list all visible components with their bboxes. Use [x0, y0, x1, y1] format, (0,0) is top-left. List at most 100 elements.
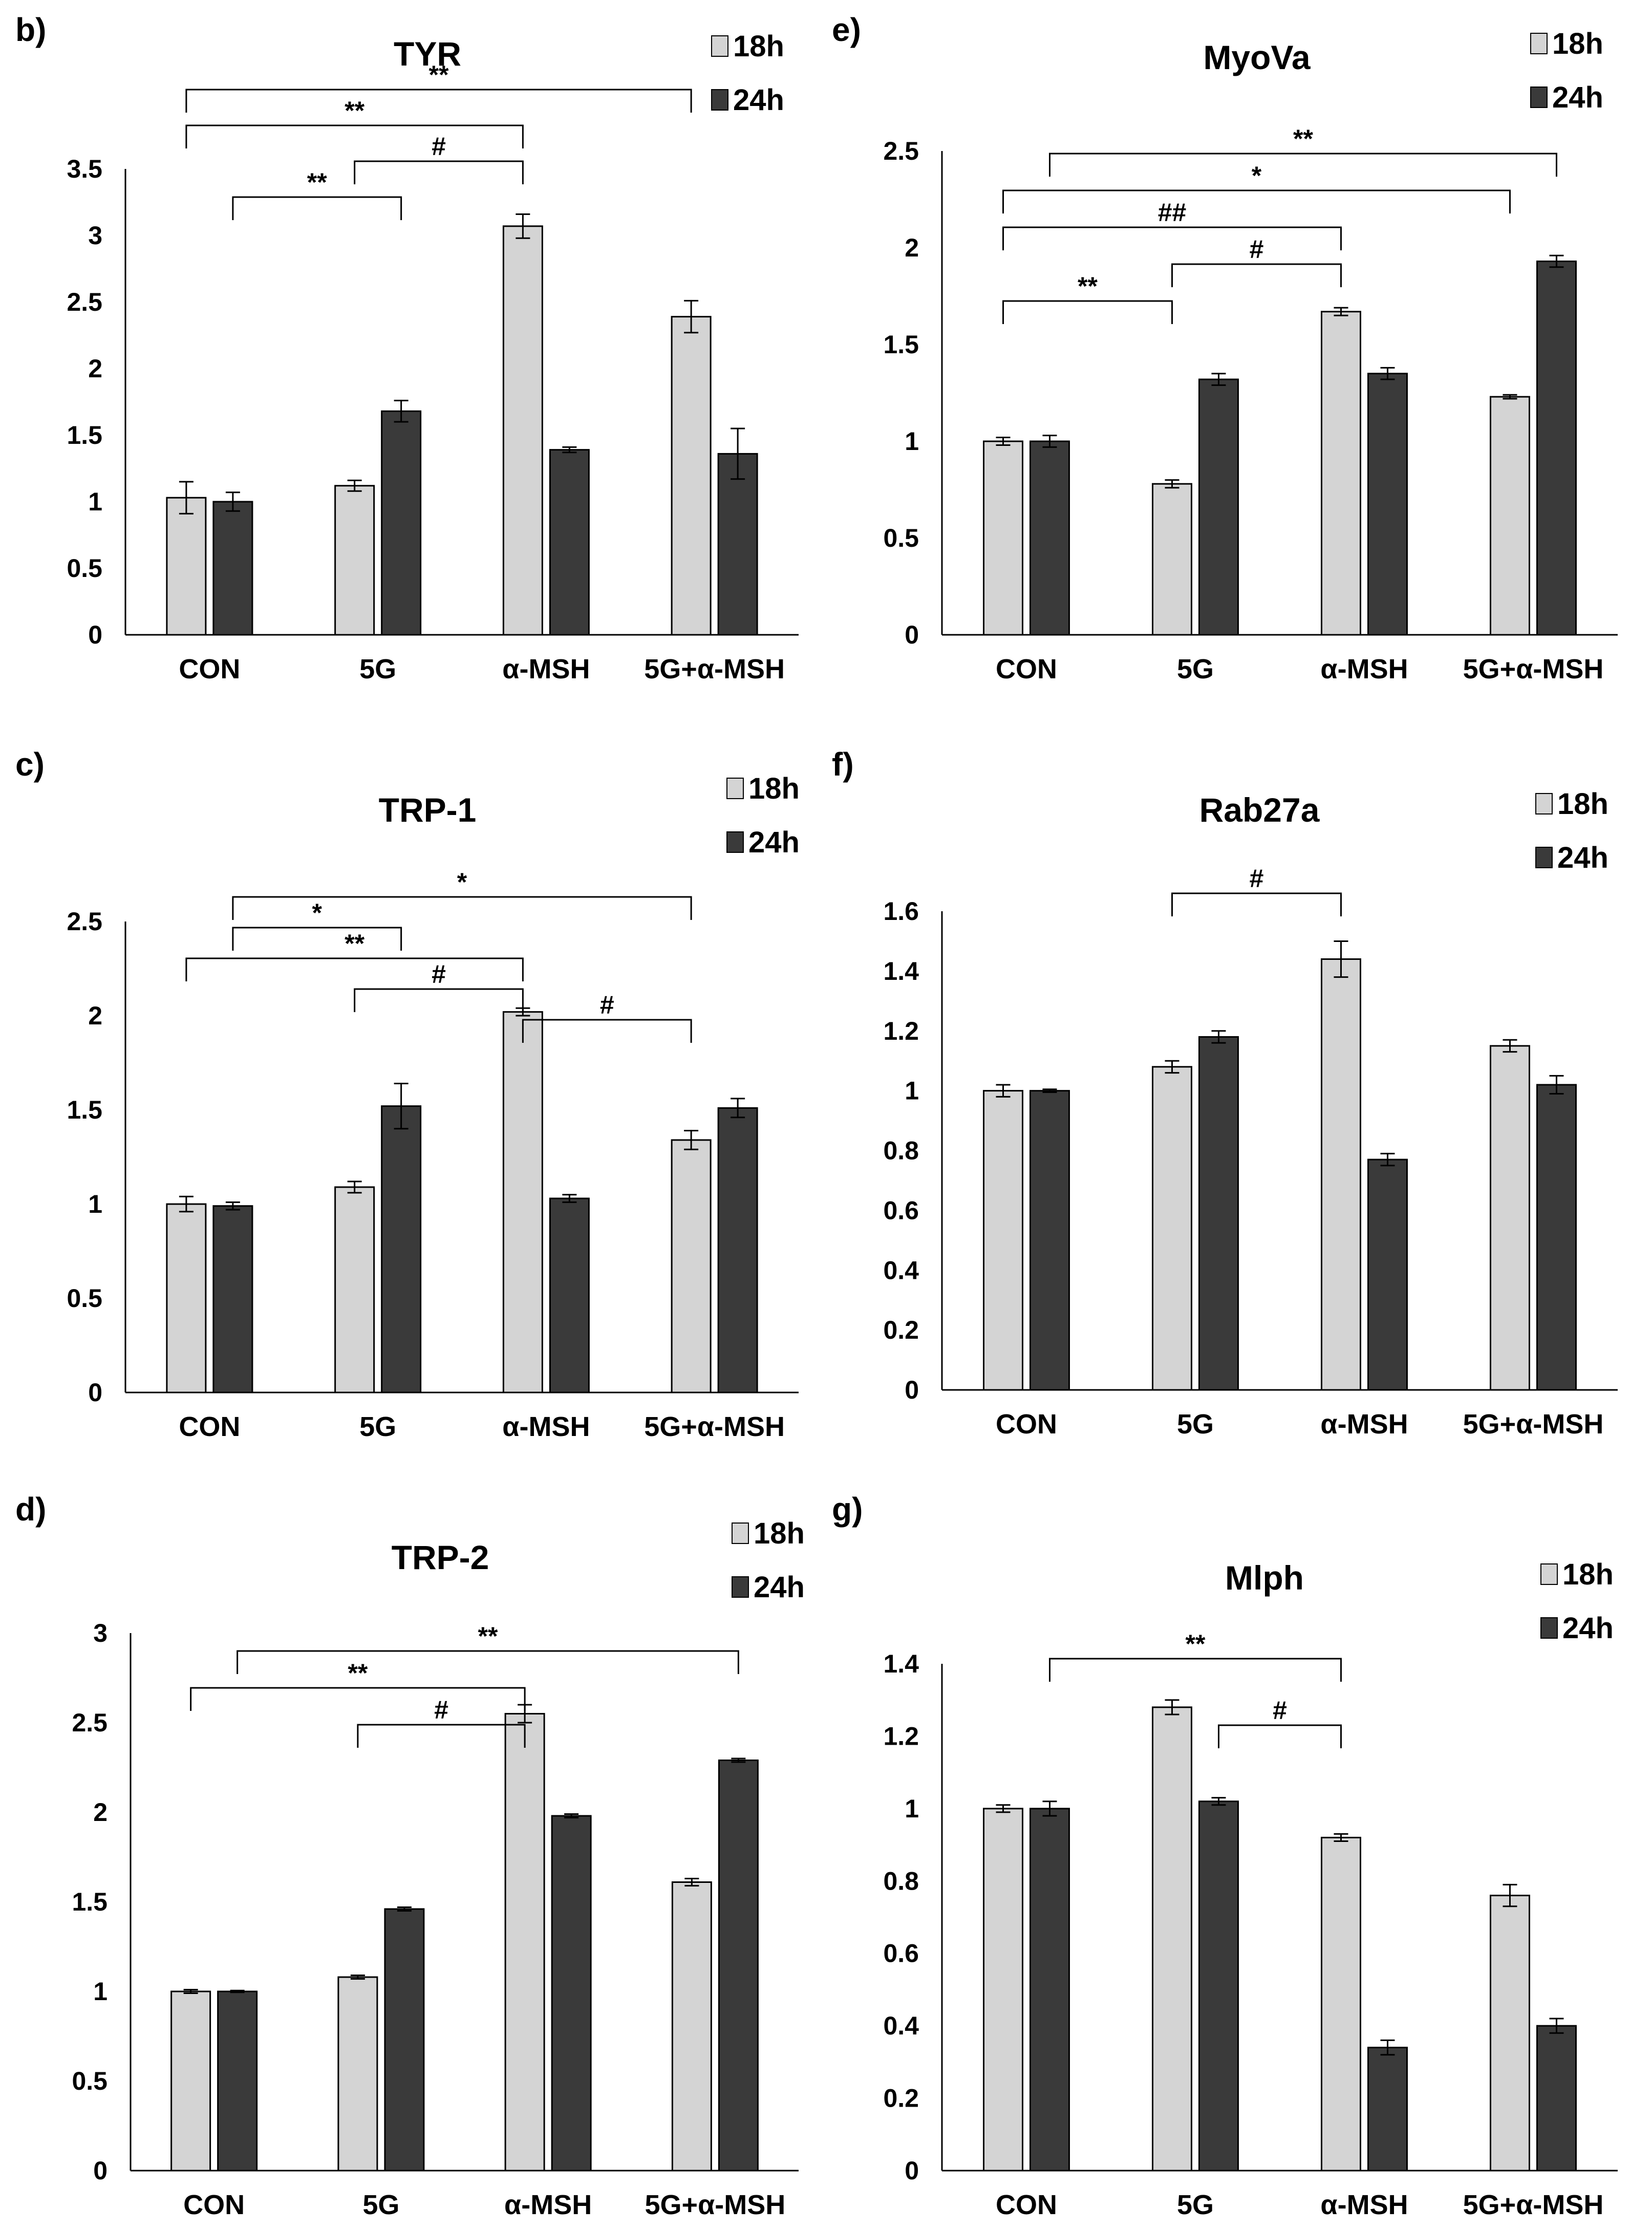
significance-label: **	[307, 168, 327, 197]
bar-24h-5G	[1198, 1800, 1239, 2172]
x-category-label: 5G	[1177, 2190, 1214, 2220]
legend-entry: 18h	[1562, 1558, 1614, 1591]
significance-label: **	[345, 929, 364, 958]
bar-24h-CON	[1029, 1808, 1070, 2172]
bar-18h-CON	[166, 1203, 207, 1393]
x-category-label: CON	[996, 1409, 1057, 1440]
bar-18h-α-MSH	[502, 225, 543, 636]
significance-label: #	[1273, 1696, 1287, 1725]
significance-label: **	[1293, 124, 1313, 153]
x-category-label: 5G	[1177, 654, 1214, 684]
legend-swatch	[1540, 1563, 1558, 1585]
y-tick-label: 1	[905, 1794, 919, 1823]
y-tick-label: 0.5	[72, 2067, 108, 2095]
bar-24h-5G+α-MSH	[1536, 2025, 1577, 2172]
chart-panel-trp-2: d) TRP-2 18h 24h 0 0.5 1 1.5 2 2.5 3 CON 5G α-MSH 5G+α…	[15, 1491, 805, 2220]
x-category-label: 5G+α-MSH	[1463, 1409, 1604, 1440]
x-category-label: 5G	[359, 654, 396, 684]
legend-swatch	[726, 831, 744, 853]
significance-label: **	[345, 96, 364, 125]
bar-24h-5G	[381, 1105, 422, 1393]
x-category-label: α-MSH	[1320, 654, 1408, 684]
x-category-label: α-MSH	[504, 2190, 592, 2220]
bar-24h-5G+α-MSH	[717, 1107, 758, 1393]
legend-entry: 18h	[748, 772, 800, 805]
bar-18h-5G	[1152, 1706, 1192, 2172]
panel-label: c)	[15, 746, 45, 783]
legend-swatch	[1540, 1617, 1558, 1639]
legend-entry: 18h	[1557, 787, 1608, 821]
y-tick-label: 0.8	[883, 1137, 919, 1165]
bar-18h-α-MSH	[502, 1011, 543, 1393]
significance-bracket	[232, 927, 402, 951]
x-category-label: 5G	[1177, 1409, 1214, 1440]
x-category-label: CON	[179, 654, 240, 684]
y-tick-label: 0	[905, 2156, 919, 2185]
legend-swatch	[1535, 793, 1553, 814]
chart-panel-myova: e) MyoVa 18h 24h 0 0.5 1 1.5 2 2.5 CON 5G α-MSH 5G+α-…	[832, 11, 1618, 684]
significance-label: **	[348, 1659, 368, 1687]
chart-panel-rab27a: f) Rab27a 18h 24h 0 0.2 0.4 0.6 0.8 1 1.2 1.4 1.6 CON…	[832, 746, 1618, 1440]
y-tick-label: 0	[88, 620, 102, 649]
bar-18h-CON	[983, 1808, 1023, 2172]
chart-panel-mlph: g) Mlph 18h 24h 0 0.2 0.4 0.6 0.8 1 1.2 1.4 CON 5G α-M…	[832, 1491, 1618, 2220]
x-category-label: 5G+α-MSH	[644, 1411, 785, 1442]
bar-24h-5G	[384, 1908, 425, 2172]
x-category-label: CON	[996, 654, 1057, 684]
y-tick-label: 0	[905, 620, 919, 649]
y-tick-label: 0.2	[883, 1316, 919, 1344]
x-category-label: CON	[183, 2190, 245, 2220]
bar-18h-α-MSH	[504, 1713, 545, 2172]
panel-label: f)	[832, 746, 854, 783]
bar-24h-α-MSH	[1367, 2047, 1408, 2172]
y-tick-label: 1.5	[67, 1096, 102, 1124]
bar-24h-5G	[1198, 1036, 1239, 1391]
bar-24h-CON	[212, 501, 253, 636]
significance-bracket	[522, 1019, 692, 1043]
legend-swatch	[1530, 87, 1548, 108]
bar-18h-5G+α-MSH	[671, 1139, 712, 1393]
significance-label: **	[1078, 272, 1098, 301]
significance-label: *	[312, 898, 323, 927]
x-category-label: α-MSH	[1320, 2190, 1408, 2220]
chart-title: TRP-2	[392, 1538, 489, 1576]
bar-24h-5G+α-MSH	[1536, 1084, 1577, 1391]
legend-swatch	[711, 89, 728, 111]
y-tick-label: 3	[93, 1619, 108, 1647]
significance-bracket	[1171, 892, 1342, 916]
y-tick-label: 0.4	[883, 2011, 919, 2040]
legend-entry: 24h	[1562, 1612, 1614, 1645]
legend-entry: 24h	[1557, 841, 1608, 874]
bar-18h-α-MSH	[1321, 311, 1361, 636]
x-category-label: 5G	[362, 2190, 399, 2220]
legend-swatch	[1530, 33, 1548, 54]
y-tick-label: 1.5	[67, 421, 102, 449]
bar-24h-α-MSH	[1367, 1159, 1408, 1391]
x-category-label: 5G+α-MSH	[1463, 654, 1604, 684]
bar-24h-CON	[1029, 1090, 1070, 1391]
significance-bracket	[1049, 1658, 1342, 1682]
bar-24h-α-MSH	[549, 1197, 590, 1393]
bar-24h-CON	[1029, 440, 1070, 636]
y-tick-label: 0.6	[883, 1196, 919, 1225]
chart-panel-trp-1: c) TRP-1 18h 24h 0 0.5 1 1.5 2 2.5 CON 5G α-MSH 5G+α-…	[15, 746, 800, 1442]
x-category-label: CON	[179, 1411, 240, 1442]
bar-18h-5G	[1152, 1066, 1192, 1391]
bar-18h-CON	[170, 1990, 211, 2172]
bar-24h-5G+α-MSH	[718, 1760, 759, 2172]
legend-swatch	[1535, 847, 1553, 868]
y-tick-label: 0	[93, 2156, 108, 2185]
y-tick-label: 0.2	[883, 2084, 919, 2113]
significance-bracket	[354, 988, 524, 1012]
y-tick-label: 0.5	[67, 554, 102, 583]
significance-label: **	[429, 60, 449, 89]
y-tick-label: 2	[905, 233, 919, 262]
bar-24h-α-MSH	[551, 1815, 592, 2172]
x-category-label: 5G+α-MSH	[644, 654, 785, 684]
significance-label: #	[432, 960, 446, 989]
y-tick-label: 1	[905, 1077, 919, 1105]
legend-entry: 24h	[733, 83, 784, 117]
bar-24h-5G+α-MSH	[717, 453, 758, 636]
bar-24h-5G	[381, 410, 422, 636]
panel-label: b)	[15, 11, 46, 48]
